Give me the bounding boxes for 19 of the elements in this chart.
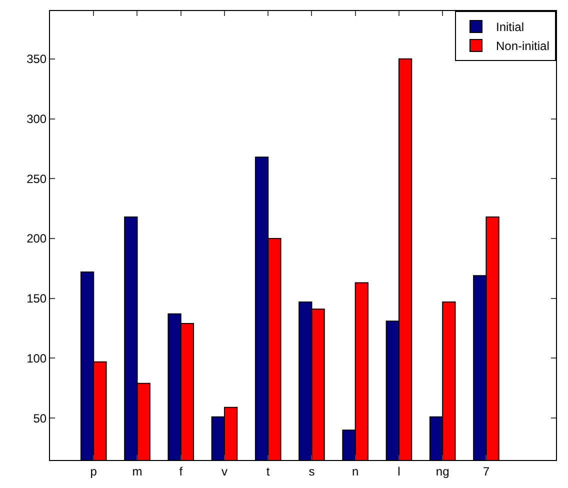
x-tick-label: ng [436, 464, 450, 478]
x-tick-label: 7 [482, 464, 490, 478]
x-tick-label: s [308, 464, 315, 478]
x-tick-label: p [90, 464, 98, 478]
y-tick-label: 50 [33, 411, 47, 426]
x-tick-label: t [266, 464, 270, 478]
legend-label: Non-initial [496, 39, 550, 54]
y-tick-label: 150 [26, 292, 47, 306]
x-tick-label: v [221, 464, 228, 478]
x-tick-label: n [352, 464, 359, 478]
y-tick-label: 250 [26, 172, 47, 186]
y-tick-label: 100 [26, 351, 47, 366]
x-tick-label: m [132, 464, 142, 478]
y-tick-label: 300 [26, 112, 47, 126]
y-tick-label: 200 [26, 232, 47, 246]
legend-label: Initial [496, 20, 524, 34]
x-tick-label: l [398, 464, 400, 478]
y-tick-label: 350 [26, 52, 47, 66]
x-tick-label: f [179, 464, 184, 478]
